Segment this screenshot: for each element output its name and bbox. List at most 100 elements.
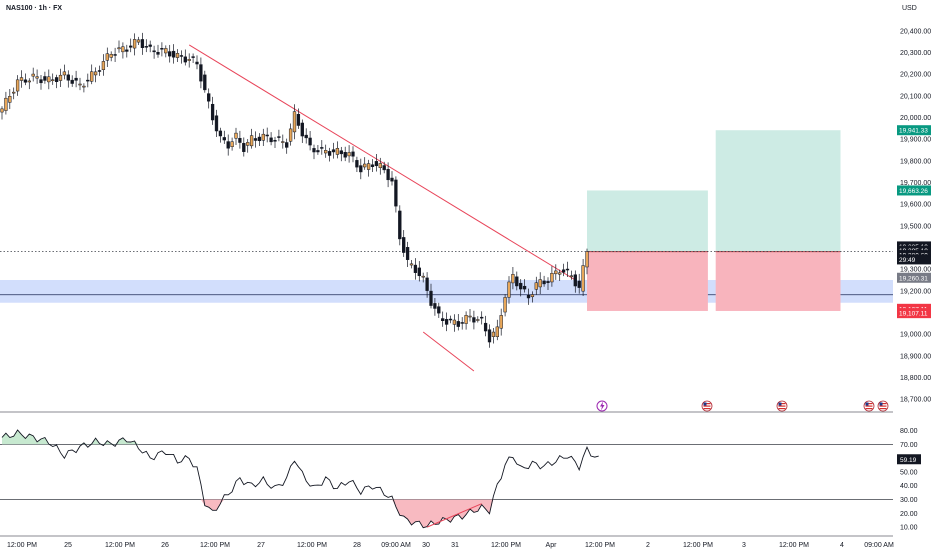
candle-up	[581, 265, 585, 292]
candle-up	[511, 274, 515, 284]
candle-down	[472, 317, 476, 323]
rsi-divergence-line	[426, 503, 482, 528]
candle-down	[195, 61, 199, 65]
candle-down	[125, 49, 129, 52]
candle-down	[519, 282, 523, 290]
time-axis-tick: 25	[64, 542, 72, 549]
time-axis-tick: 12:00 PM	[779, 542, 809, 549]
candle-down	[253, 138, 258, 141]
candle-down	[456, 321, 460, 327]
candle-down	[308, 137, 312, 146]
candle-up	[538, 279, 542, 288]
candle-down	[402, 237, 406, 253]
candle-down	[359, 165, 363, 173]
rsi-axis-tick: 30.00	[900, 497, 918, 504]
candle-down	[148, 44, 152, 47]
candle-down	[441, 318, 445, 321]
candle-down	[160, 48, 164, 50]
candle-down	[296, 113, 301, 126]
candle-down	[398, 210, 402, 240]
time-axis-tick: 12:00 PM	[105, 542, 135, 549]
price-badge	[897, 185, 931, 196]
chart-title: NAS100 · 1h · FX	[6, 5, 63, 12]
us-flag-stripe	[778, 405, 786, 407]
candle-up	[421, 275, 425, 278]
time-axis-tick: 31	[451, 542, 459, 549]
candle-up	[19, 77, 24, 81]
us-flag-stripe	[879, 403, 887, 405]
price-axis-tick: 19,200.00	[900, 288, 931, 295]
candle-down	[242, 143, 246, 152]
us-flag-stripe	[879, 408, 887, 410]
candle-up	[90, 71, 94, 82]
candle-down	[70, 79, 74, 84]
candle-down	[374, 161, 379, 167]
price-axis-tick: 19,900.00	[900, 137, 931, 144]
us-flag-icon[interactable]	[776, 400, 788, 412]
lightning-icon[interactable]	[596, 400, 608, 412]
candle-down	[382, 165, 386, 171]
time-axis-tick: 12:00 PM	[7, 542, 37, 549]
time-axis-tick: 2	[646, 542, 650, 549]
candle-down	[152, 50, 156, 53]
candle-down	[577, 280, 581, 288]
candle-down	[437, 306, 441, 314]
candle-down	[86, 79, 90, 82]
price-axis-tick: 20,000.00	[900, 115, 931, 122]
price-badge	[897, 308, 931, 319]
time-axis-tick: 4	[840, 542, 844, 549]
candle-down	[546, 281, 550, 283]
candle-down	[226, 141, 230, 149]
price-axis-tick: 19,300.00	[900, 267, 931, 274]
candle-down	[277, 136, 281, 138]
us-flag-icon[interactable]	[877, 400, 889, 412]
candle-up	[35, 76, 39, 79]
downtrend-line	[188, 44, 576, 281]
candle-up	[187, 59, 191, 61]
time-axis-tick: 26	[161, 542, 169, 549]
rsi-axis-tick: 40.00	[900, 483, 918, 490]
candle-down	[210, 103, 215, 121]
candle-up	[0, 108, 4, 113]
us-flag-icon[interactable]	[863, 400, 875, 412]
rsi-axis-tick: 80.00	[900, 428, 918, 435]
candle-up	[585, 251, 589, 268]
us-flag-stripe	[865, 405, 873, 407]
candle-down	[265, 134, 269, 137]
us-flag-canton	[865, 402, 869, 406]
time-axis-tick: 3	[742, 542, 746, 549]
time-axis-tick: 27	[257, 542, 265, 549]
candle-up	[58, 74, 63, 81]
candle-down	[355, 160, 359, 168]
candle-up	[62, 71, 67, 76]
badges-layer: 59.1919,941.3319,663.2619,385.1919,385.1…	[897, 125, 931, 465]
rsi-axis-tick: 20.00	[900, 511, 918, 518]
candle-down	[487, 329, 492, 343]
candle-down	[207, 93, 211, 102]
us-flag-icon[interactable]	[701, 400, 713, 412]
candle-down	[316, 150, 320, 153]
candle-down	[285, 142, 289, 148]
candle-down	[129, 45, 133, 48]
currency-label: USD	[902, 5, 917, 12]
candle-up	[499, 315, 503, 329]
price-badge-text: 19,260.31	[899, 275, 928, 282]
us-flag-stripe	[778, 408, 786, 410]
candle-up	[452, 319, 457, 325]
candle-down	[417, 267, 421, 277]
candle-down	[238, 137, 242, 143]
price-axis-tick: 20,400.00	[900, 28, 931, 35]
candle-up	[324, 150, 328, 154]
price-badge	[897, 272, 931, 283]
price-axis-tick: 19,700.00	[900, 180, 931, 187]
candle-up	[12, 91, 16, 94]
position-target-zone-0	[587, 190, 708, 252]
candle-down	[339, 150, 343, 155]
candle-down	[542, 280, 546, 285]
price-axis-tick: 20,300.00	[900, 50, 931, 57]
rsi-layer	[0, 429, 893, 529]
candle-down	[370, 164, 375, 167]
us-flag-stripe	[879, 405, 887, 407]
candle-down	[74, 77, 78, 81]
